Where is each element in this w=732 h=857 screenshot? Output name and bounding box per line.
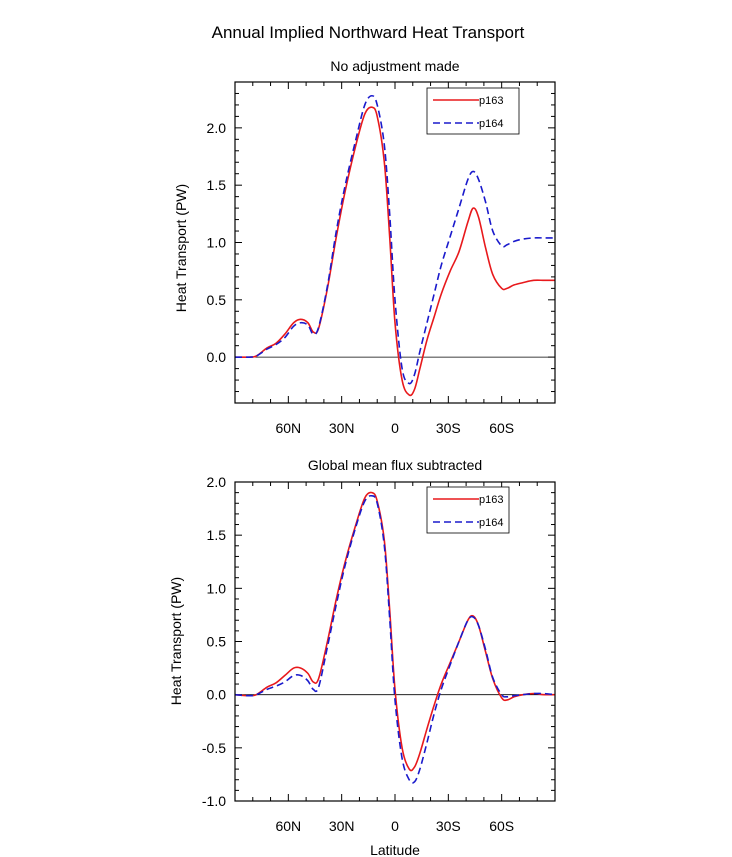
figure-title: Annual Implied Northward Heat Transport (212, 23, 525, 42)
y-tick-label: -1.0 (202, 793, 226, 809)
x-tick-label: 0 (391, 420, 399, 436)
chart-panel-global-mean-subtracted: Global mean flux subtracted Heat Transpo… (168, 457, 556, 857)
y-tick-label: 1.5 (207, 177, 227, 193)
y-axis-label: Heat Transport (PW) (168, 577, 184, 705)
x-tick-label: 30S (436, 420, 461, 436)
y-tick-label: 1.0 (207, 580, 227, 596)
x-tick-label: 60N (275, 420, 301, 436)
series-line-p164 (234, 94, 555, 385)
y-tick-label: 1.5 (207, 527, 227, 543)
x-tick-label: 30N (329, 818, 355, 834)
plot-frame (234, 81, 556, 404)
x-tick-label: 30S (436, 818, 461, 834)
legend-box (426, 87, 520, 135)
x-axis-label: Latitude (370, 842, 420, 857)
x-tick-label: 0 (391, 818, 399, 834)
x-tick-label: 30N (329, 420, 355, 436)
plot-frame (234, 481, 556, 802)
y-axis-label: Heat Transport (PW) (173, 184, 189, 312)
series-line-p164 (234, 494, 556, 784)
panel-title: No adjustment made (330, 58, 459, 74)
y-tick-label: 0.0 (207, 349, 227, 365)
x-tick-label: 60S (489, 818, 514, 834)
panel-title: Global mean flux subtracted (308, 457, 482, 473)
series-line-p163 (234, 106, 555, 397)
legend-label-p163: p163 (479, 494, 503, 506)
y-tick-label: -0.5 (202, 740, 226, 756)
legend-label-p164: p164 (479, 118, 503, 130)
y-tick-label: 0.5 (207, 292, 227, 308)
legend-box (426, 486, 510, 534)
x-tick-label: 60S (489, 420, 514, 436)
x-tick-label: 60N (275, 818, 301, 834)
y-tick-label: 2.0 (207, 474, 227, 490)
chart-panel-no-adjustment: No adjustment made Heat Transport (PW) 0… (173, 58, 556, 436)
y-tick-label: 0.5 (207, 634, 227, 650)
series-line-p163 (234, 491, 556, 772)
legend-label-p164: p164 (479, 517, 503, 529)
y-tick-label: 2.0 (207, 120, 227, 136)
legend-label-p163: p163 (479, 95, 503, 107)
y-tick-label: 0.0 (207, 687, 227, 703)
y-tick-label: 1.0 (207, 235, 227, 251)
